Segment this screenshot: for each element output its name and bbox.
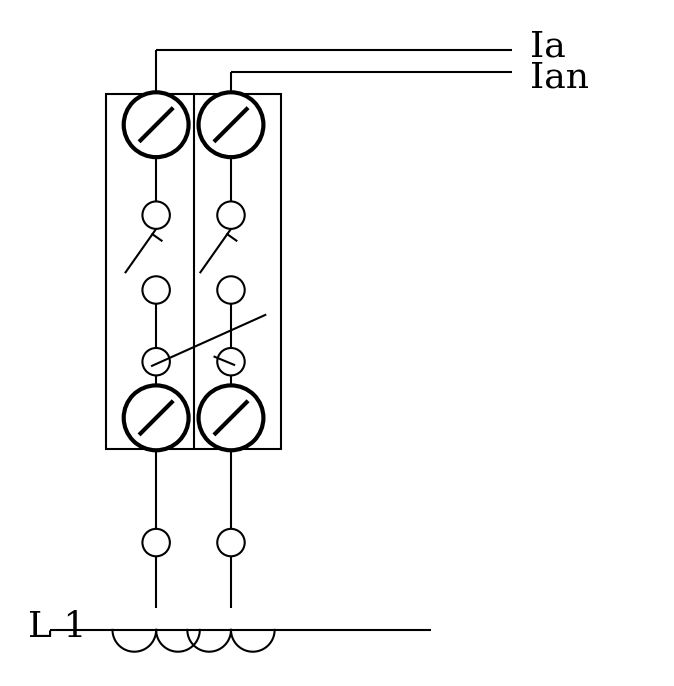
Circle shape: [217, 348, 245, 375]
Circle shape: [124, 386, 189, 450]
Text: L 1: L 1: [28, 610, 87, 643]
Circle shape: [199, 386, 264, 450]
Circle shape: [142, 529, 170, 556]
Circle shape: [217, 276, 245, 304]
Text: Ia: Ia: [530, 29, 566, 64]
Circle shape: [199, 93, 264, 157]
Circle shape: [217, 202, 245, 229]
Circle shape: [142, 348, 170, 375]
Text: Ian: Ian: [530, 61, 589, 95]
Circle shape: [142, 276, 170, 304]
Circle shape: [217, 529, 245, 556]
Circle shape: [124, 93, 189, 157]
Bar: [106, 93, 281, 449]
Circle shape: [142, 202, 170, 229]
